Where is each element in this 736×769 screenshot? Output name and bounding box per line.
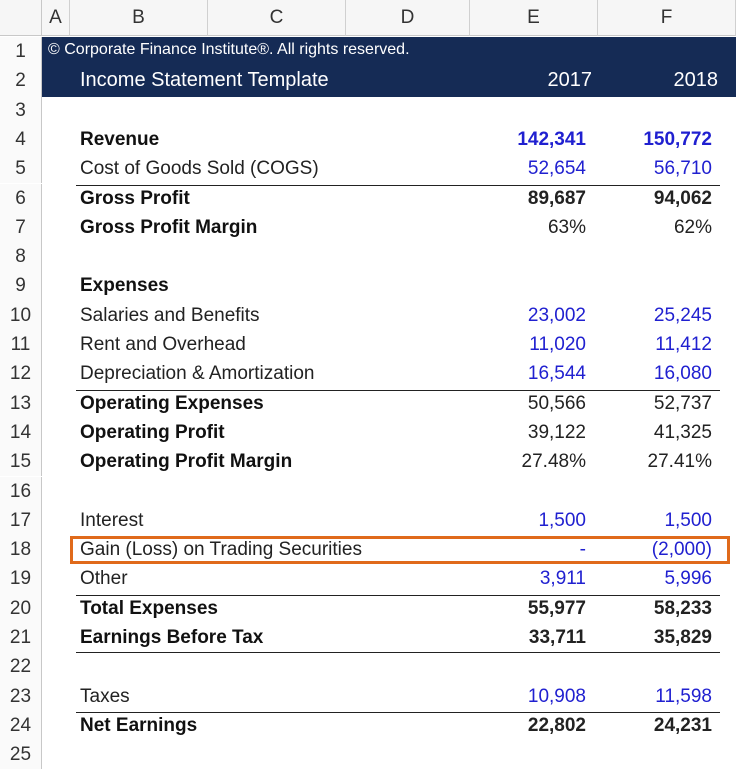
value-2017[interactable]: 3,911 bbox=[539, 568, 586, 590]
value-2018[interactable]: 52,737 bbox=[653, 392, 712, 414]
row-header[interactable]: 11 bbox=[0, 330, 42, 360]
value-2017[interactable]: 52,654 bbox=[527, 158, 586, 180]
column-header-d[interactable]: D bbox=[346, 0, 470, 36]
row-header[interactable]: 19 bbox=[0, 564, 42, 594]
row-header[interactable]: 1 bbox=[0, 37, 42, 67]
row-label[interactable]: Total Expenses bbox=[80, 597, 218, 619]
value-2018[interactable]: (2,000) bbox=[651, 539, 712, 561]
value-2018[interactable]: 1,500 bbox=[664, 509, 712, 531]
row-label[interactable]: Earnings Before Tax bbox=[80, 627, 264, 648]
value-2017[interactable]: 10,908 bbox=[527, 685, 586, 707]
column-header-c[interactable]: C bbox=[208, 0, 346, 36]
row-label[interactable]: Gross Profit bbox=[80, 187, 190, 209]
row-label[interactable]: Gain (Loss) on Trading Securities bbox=[80, 539, 362, 561]
row-header[interactable]: 7 bbox=[0, 212, 42, 243]
header-band bbox=[42, 37, 736, 97]
year-2017: 2017 bbox=[547, 69, 593, 92]
value-2018[interactable]: 150,772 bbox=[643, 128, 712, 150]
value-2017[interactable]: 1,500 bbox=[538, 509, 586, 531]
subtotal-rule bbox=[76, 652, 720, 654]
value-2017[interactable]: 23,002 bbox=[527, 304, 586, 326]
value-2017[interactable]: 142,341 bbox=[517, 128, 586, 150]
value-2017[interactable]: 16,544 bbox=[527, 363, 586, 385]
value-2018[interactable]: 62% bbox=[673, 216, 712, 238]
subtotal-rule bbox=[76, 389, 720, 391]
row-header[interactable]: 9 bbox=[0, 271, 42, 301]
row-header[interactable]: 3 bbox=[0, 95, 42, 125]
row-header[interactable]: 15 bbox=[0, 447, 42, 477]
row-label[interactable]: Cost of Goods Sold (COGS) bbox=[80, 158, 319, 180]
value-2017[interactable]: 11,020 bbox=[529, 334, 586, 355]
year-2018: 2018 bbox=[673, 69, 719, 92]
row-label[interactable]: Depreciation & Amortization bbox=[80, 363, 315, 385]
value-2017[interactable]: 63% bbox=[547, 216, 586, 238]
column-header-b[interactable]: B bbox=[70, 0, 208, 36]
row-label[interactable]: Taxes bbox=[80, 685, 130, 707]
value-2018[interactable]: 11,598 bbox=[655, 685, 712, 707]
value-2018[interactable]: 5,996 bbox=[664, 568, 712, 590]
value-2018[interactable]: 35,829 bbox=[653, 627, 712, 648]
value-2017[interactable]: - bbox=[579, 539, 586, 561]
value-2018[interactable]: 94,062 bbox=[653, 187, 712, 209]
value-2018[interactable]: 24,231 bbox=[653, 714, 712, 736]
row-header[interactable]: 13 bbox=[0, 388, 42, 418]
column-header-a[interactable]: A bbox=[42, 0, 70, 36]
column-header-e[interactable]: E bbox=[470, 0, 598, 36]
value-2018[interactable]: 58,233 bbox=[653, 597, 712, 619]
value-2018[interactable]: 41,325 bbox=[653, 421, 712, 443]
row-header[interactable]: 12 bbox=[0, 359, 42, 389]
template-title: Income Statement Template bbox=[80, 69, 329, 92]
row-label[interactable]: Rent and Overhead bbox=[80, 334, 246, 355]
subtotal-rule bbox=[76, 184, 720, 186]
row-header[interactable]: 4 bbox=[0, 124, 42, 155]
value-2017[interactable]: 22,802 bbox=[527, 714, 586, 736]
row-header[interactable]: 21 bbox=[0, 623, 42, 653]
value-2018[interactable]: 16,080 bbox=[653, 363, 712, 385]
highlight-box bbox=[70, 536, 730, 565]
row-label[interactable]: Interest bbox=[80, 509, 144, 531]
subtotal-rule bbox=[76, 594, 720, 596]
row-label[interactable]: Gross Profit Margin bbox=[80, 216, 258, 238]
value-2017[interactable]: 33,711 bbox=[528, 627, 586, 648]
row-header[interactable]: 5 bbox=[0, 154, 42, 184]
row-header[interactable]: 10 bbox=[0, 300, 42, 330]
value-2018[interactable]: 11,412 bbox=[655, 334, 712, 355]
row-header[interactable]: 20 bbox=[0, 593, 42, 623]
value-2018[interactable]: 56,710 bbox=[653, 158, 712, 180]
row-header[interactable]: 25 bbox=[0, 740, 42, 769]
row-label[interactable]: Net Earnings bbox=[80, 714, 198, 736]
subtotal-rule bbox=[76, 711, 720, 713]
row-header[interactable]: 22 bbox=[0, 652, 42, 682]
value-2018[interactable]: 25,245 bbox=[653, 304, 712, 326]
row-label[interactable]: Salaries and Benefits bbox=[80, 304, 260, 326]
row-header[interactable]: 24 bbox=[0, 710, 42, 741]
value-2017[interactable]: 89,687 bbox=[527, 187, 586, 209]
row-label[interactable]: Operating Expenses bbox=[80, 392, 264, 414]
row-label[interactable]: Other bbox=[80, 568, 128, 590]
select-all-corner[interactable] bbox=[0, 0, 42, 36]
row-label[interactable]: Operating Profit Margin bbox=[80, 451, 293, 473]
column-header-f[interactable]: F bbox=[598, 0, 736, 36]
row-header[interactable]: 18 bbox=[0, 535, 42, 565]
row-header[interactable]: 14 bbox=[0, 417, 42, 448]
row-header[interactable]: 2 bbox=[0, 66, 42, 96]
value-2017[interactable]: 39,122 bbox=[527, 421, 586, 443]
value-2017[interactable]: 27.48% bbox=[521, 451, 586, 473]
value-2017[interactable]: 55,977 bbox=[527, 597, 586, 619]
row-header[interactable]: 8 bbox=[0, 242, 42, 272]
value-2017[interactable]: 50,566 bbox=[527, 392, 586, 414]
row-header[interactable]: 16 bbox=[0, 476, 42, 506]
value-2018[interactable]: 27.41% bbox=[647, 451, 712, 473]
row-header[interactable]: 6 bbox=[0, 183, 42, 213]
row-header[interactable]: 23 bbox=[0, 681, 42, 711]
copyright-text: © Corporate Finance Institute®. All righ… bbox=[48, 41, 410, 58]
row-header[interactable]: 17 bbox=[0, 505, 42, 536]
row-label[interactable]: Operating Profit bbox=[80, 421, 225, 443]
row-label[interactable]: Revenue bbox=[80, 128, 160, 150]
row-label[interactable]: Expenses bbox=[80, 275, 169, 297]
